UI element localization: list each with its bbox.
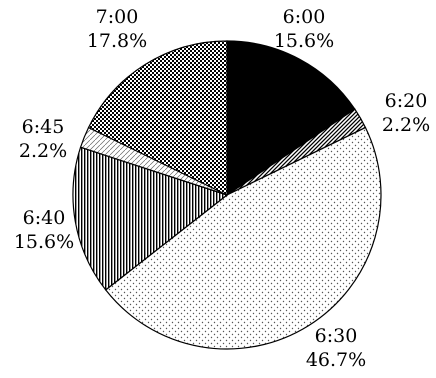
slice-label-600: 6:00: [283, 6, 326, 28]
slice-percent-620: 2.2%: [382, 114, 430, 136]
slice-label-640: 6:40: [23, 207, 66, 229]
slice-percent-640: 15.6%: [14, 231, 74, 253]
pie-slice-600: [226, 40, 356, 197]
slice-percent-700: 17.8%: [87, 30, 147, 52]
pie-slice-630: [104, 126, 382, 350]
pie-slice-700: [87, 40, 228, 196]
pie-labels: 6:0015.6%6:202.2%6:3046.7%6:4015.6%6:452…: [14, 6, 430, 371]
slice-percent-600: 15.6%: [274, 30, 334, 52]
slice-label-700: 7:00: [96, 6, 139, 28]
slice-percent-630: 46.7%: [306, 349, 366, 371]
pie-slices: [72, 40, 382, 350]
slice-label-630: 6:30: [315, 325, 358, 347]
slice-percent-645: 2.2%: [19, 140, 67, 162]
slice-label-645: 6:45: [22, 116, 65, 138]
slice-label-620: 6:20: [385, 90, 428, 112]
